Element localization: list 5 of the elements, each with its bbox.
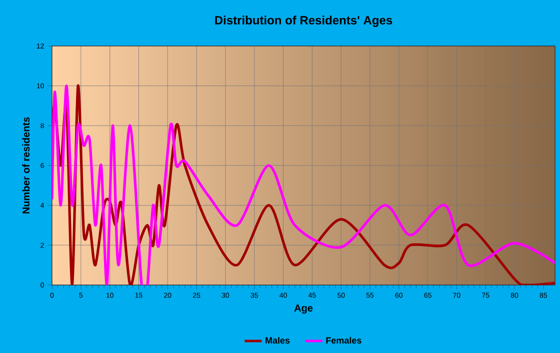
x-axis-title: Age: [294, 304, 313, 314]
y-axis-title: Number of residents: [22, 117, 30, 214]
legend-label: Males: [266, 336, 290, 344]
legend-label: Females: [326, 336, 362, 344]
chart-title: Distribution of Residents' Ages: [215, 16, 392, 27]
